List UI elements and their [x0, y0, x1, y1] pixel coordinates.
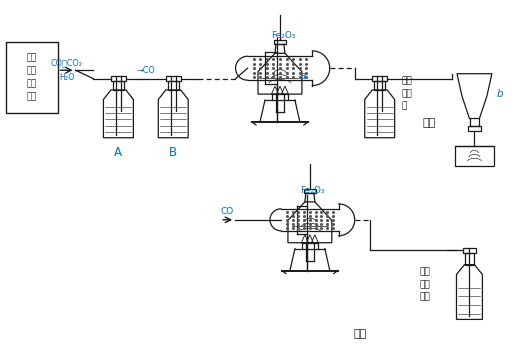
- Text: A: A: [114, 146, 123, 159]
- Text: 加热
草酸
晶体
装置: 加热 草酸 晶体 装置: [27, 53, 37, 102]
- Text: Fe₂O₃: Fe₂O₃: [271, 31, 295, 40]
- Text: 图乙: 图乙: [353, 329, 366, 339]
- Text: →CO: →CO: [136, 66, 155, 75]
- Text: 澄清
的石
灰水: 澄清 的石 灰水: [420, 268, 430, 302]
- Text: CO: CO: [221, 207, 234, 216]
- Text: B: B: [169, 146, 177, 159]
- Text: CO、CO₂: CO、CO₂: [50, 58, 82, 67]
- Text: Fe₂O₃: Fe₂O₃: [301, 186, 325, 195]
- Text: H₂O: H₂O: [59, 73, 74, 82]
- Text: 澄清
石灰
水: 澄清 石灰 水: [401, 77, 412, 111]
- Text: b: b: [496, 89, 503, 98]
- Text: a: a: [300, 71, 306, 81]
- Bar: [6, 41, 58, 113]
- Text: 图甲: 图甲: [423, 118, 436, 128]
